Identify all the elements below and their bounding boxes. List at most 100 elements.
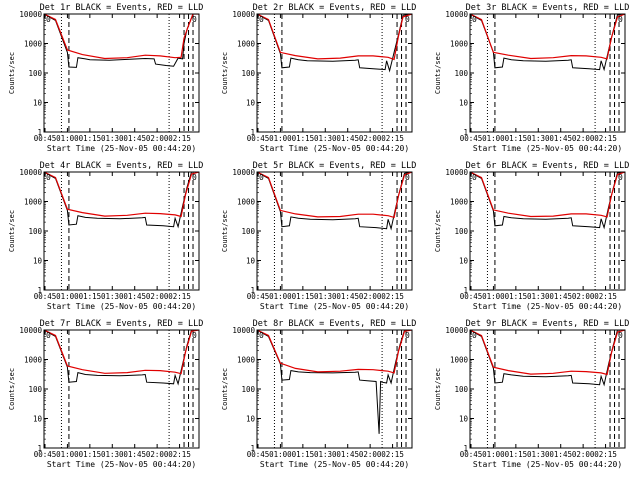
y-tick-label: 10 [33, 99, 43, 108]
plot-area [470, 330, 625, 448]
y-tick-label: 100 [454, 227, 468, 236]
corner-label-left: 0 [259, 331, 264, 340]
x-tick-label: 01:15 [79, 292, 102, 301]
x-tick-label: 01:00 [56, 134, 79, 143]
x-axis-label: Start Time (25-Nov-05 00:44:20) [260, 460, 409, 469]
panel-det-7: Det 7r BLACK = Events, RED = LLD 0 0 1 10 100… [8, 319, 203, 469]
y-tick-label: 10 [246, 257, 256, 266]
y-tick-label: 10 [246, 415, 256, 424]
corner-label-right: 0 [192, 173, 197, 182]
x-tick-label: 01:30 [527, 450, 550, 459]
y-tick-label: 1000 [450, 40, 469, 49]
plot-area [44, 172, 199, 290]
corner-label-right: 0 [618, 331, 623, 340]
y-tick-label: 10 [33, 257, 43, 266]
x-tick-label: 02:15 [381, 134, 404, 143]
x-tick-label: 01:45 [549, 292, 572, 301]
y-tick-label: 10000 [19, 168, 42, 177]
x-tick-label: 02:00 [359, 134, 382, 143]
y-axis-label: Counts/sec [434, 368, 442, 410]
plot-frame [256, 171, 413, 291]
x-tick-label: 01:45 [336, 450, 359, 459]
y-tick-label: 10 [459, 99, 469, 108]
x-tick-label: 00:45 [247, 450, 270, 459]
series-line-lld [257, 172, 412, 219]
y-tick-label: 100 [241, 227, 255, 236]
x-tick-label: 01:15 [79, 450, 102, 459]
corner-label-right: 0 [405, 331, 410, 340]
x-tick-label: 01:00 [56, 292, 79, 301]
panel-title: Det 7r BLACK = Events, RED = LLD [40, 319, 204, 329]
plot-frame [256, 329, 413, 449]
x-tick-label: 01:30 [101, 134, 124, 143]
series-line-lld [470, 14, 625, 60]
y-tick-label: 10 [459, 415, 469, 424]
x-tick-label: 01:45 [123, 450, 146, 459]
corner-label-right: 0 [405, 15, 410, 24]
x-tick-label: 02:15 [168, 450, 191, 459]
x-tick-label: 01:45 [549, 134, 572, 143]
panel-title: Det 1r BLACK = Events, RED = LLD [40, 3, 204, 13]
plot-frame [469, 329, 626, 449]
x-tick-label: 01:30 [101, 450, 124, 459]
x-tick-label: 00:45 [460, 450, 483, 459]
panel-title: Det 2r BLACK = Events, RED = LLD [253, 3, 417, 13]
y-tick-label: 10000 [445, 168, 468, 177]
y-tick-label: 10000 [232, 326, 255, 335]
x-axis-label: Start Time (25-Nov-05 00:44:20) [473, 144, 622, 153]
y-axis-label: Counts/sec [221, 52, 229, 94]
y-tick-label: 1 [250, 286, 255, 295]
panel-det-8: Det 8r BLACK = Events, RED = LLD 0 0 1 10 100… [221, 319, 416, 469]
x-axis-label: Start Time (25-Nov-05 00:44:20) [47, 460, 196, 469]
plot-frame [469, 171, 626, 291]
x-tick-label: 02:15 [381, 450, 404, 459]
series-line-lld [470, 172, 625, 218]
panel-det-5: Det 5r BLACK = Events, RED = LLD 0 0 1 10 100… [221, 161, 416, 311]
series-line-events [44, 14, 199, 68]
panel-det-3: Det 3r BLACK = Events, RED = LLD 0 0 1 10 100… [434, 3, 629, 153]
y-tick-label: 10000 [445, 326, 468, 335]
y-tick-label: 1000 [24, 198, 43, 207]
x-tick-label: 01:30 [314, 292, 337, 301]
corner-label-right: 0 [192, 15, 197, 24]
y-axis-label: Counts/sec [434, 210, 442, 252]
x-tick-label: 02:15 [168, 292, 191, 301]
x-tick-label: 02:00 [146, 450, 169, 459]
plot-frame [43, 329, 200, 449]
x-tick-label: 01:15 [505, 450, 528, 459]
panel-title: Det 8r BLACK = Events, RED = LLD [253, 319, 417, 329]
y-tick-label: 100 [241, 69, 255, 78]
plot-frame [256, 13, 413, 133]
x-tick-label: 01:15 [505, 134, 528, 143]
series-line-events [470, 330, 625, 387]
panel-det-6: Det 6r BLACK = Events, RED = LLD 0 0 1 10 100… [434, 161, 629, 311]
plot-area [470, 172, 625, 290]
corner-label-right: 0 [618, 173, 623, 182]
x-tick-label: 02:00 [572, 292, 595, 301]
x-tick-label: 01:15 [292, 292, 315, 301]
x-tick-label: 02:00 [146, 134, 169, 143]
plot-area [44, 14, 199, 132]
x-tick-label: 02:15 [381, 292, 404, 301]
plot-area [44, 330, 199, 448]
y-tick-label: 10000 [232, 168, 255, 177]
x-axis-label: Start Time (25-Nov-05 00:44:20) [260, 144, 409, 153]
y-tick-label: 1 [37, 128, 42, 137]
y-tick-label: 10 [459, 257, 469, 266]
x-tick-label: 01:30 [527, 292, 550, 301]
x-tick-label: 02:00 [359, 450, 382, 459]
corner-label-left: 0 [46, 173, 51, 182]
corner-label-left: 0 [472, 15, 477, 24]
x-tick-label: 01:00 [482, 292, 505, 301]
y-tick-label: 10000 [445, 10, 468, 19]
x-tick-label: 01:00 [482, 134, 505, 143]
y-axis-label: Counts/sec [8, 52, 16, 94]
x-tick-label: 01:45 [123, 134, 146, 143]
series-line-events [470, 14, 625, 72]
x-tick-label: 00:45 [34, 292, 57, 301]
x-tick-label: 01:15 [292, 450, 315, 459]
panel-det-9: Det 9r BLACK = Events, RED = LLD 0 0 1 10 100… [434, 319, 629, 469]
y-tick-label: 1000 [24, 356, 43, 365]
y-tick-label: 1 [250, 444, 255, 453]
x-tick-label: 01:30 [314, 450, 337, 459]
